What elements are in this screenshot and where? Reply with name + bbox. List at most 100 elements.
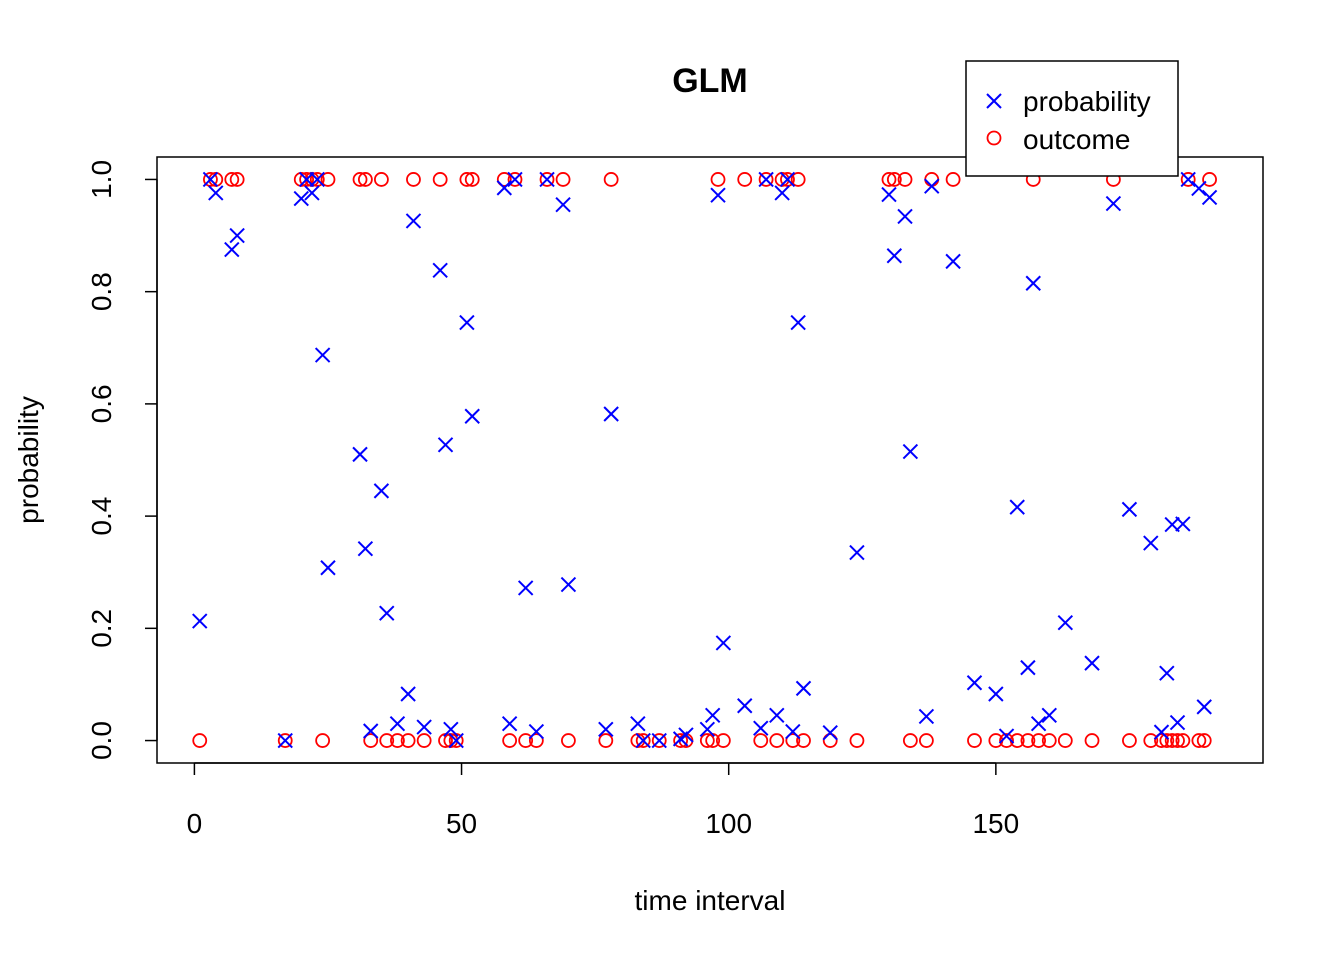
probability-point (699, 721, 716, 738)
probability-point (448, 732, 464, 749)
probability-point (1169, 714, 1186, 731)
x-tick-label: 50 (446, 808, 477, 839)
outcome-point (309, 172, 325, 187)
probability-point (507, 171, 523, 188)
outcome-point (881, 172, 897, 187)
probability-point (379, 605, 395, 621)
outcome-point (635, 733, 651, 748)
outcome-point (518, 733, 534, 748)
outcome-point (699, 733, 715, 748)
outcome-point (496, 172, 512, 187)
probability-point (304, 185, 320, 201)
outcome-point (1057, 733, 1073, 748)
probability-point (277, 732, 293, 749)
outcome-point (277, 733, 293, 748)
outcome-point (374, 172, 389, 187)
legend-marker-outcome (986, 130, 1002, 146)
probability-point (1143, 535, 1159, 551)
outcome-point (561, 733, 576, 748)
probability-point (704, 707, 721, 724)
probability-point (651, 732, 667, 749)
probability-point (202, 171, 219, 188)
outcome-point (464, 172, 480, 187)
y-axis-label: probability (13, 396, 44, 524)
y-tick-label: 1.0 (86, 160, 117, 199)
outcome-point (1191, 733, 1207, 748)
outcome-point (390, 733, 405, 748)
outcome-point (785, 733, 801, 748)
outcome-point (1180, 172, 1196, 187)
outcome-point (1031, 733, 1046, 748)
probability-point (555, 196, 571, 213)
probability-point (774, 185, 790, 201)
outcome-point (603, 172, 619, 187)
x-axis-label: time interval (635, 885, 786, 916)
probability-point (314, 347, 331, 363)
outcome-point (1159, 733, 1175, 748)
outcome-point (507, 172, 523, 187)
y-tick-label: 0.4 (86, 497, 117, 536)
probability-point (1153, 724, 1170, 740)
probability-point (1020, 659, 1036, 676)
x-tick-label: 100 (705, 808, 752, 839)
probability-point (501, 716, 518, 732)
y-tick-label: 0.2 (86, 609, 117, 648)
probability-point (229, 227, 245, 244)
probability-point (528, 723, 545, 740)
probability-point (902, 443, 919, 460)
probability-point (1201, 189, 1218, 206)
outcome-point (555, 172, 571, 187)
outcome-point (363, 733, 379, 748)
outcome-point (790, 172, 806, 187)
probability-point (400, 686, 416, 702)
probability-point (432, 262, 448, 279)
outcome-point (924, 172, 940, 187)
probability-point (1159, 665, 1175, 681)
x-tick-label: 150 (972, 808, 1019, 839)
outcome-point (528, 733, 544, 748)
outcome-point (299, 172, 315, 187)
probability-point (309, 171, 325, 188)
outcome-point (710, 172, 726, 187)
outcome-point (1170, 733, 1185, 748)
probability-point (517, 580, 534, 596)
probability-point (464, 408, 480, 424)
probability-point (496, 180, 513, 196)
probability-point (320, 560, 336, 576)
outcome-point (1122, 733, 1137, 748)
outcome-point (999, 733, 1014, 748)
probability-point (822, 724, 838, 741)
probability-point (1175, 516, 1191, 532)
outcome-point (224, 172, 240, 187)
probability-point (1121, 501, 1138, 518)
outcome-point (352, 172, 368, 187)
probability-point (363, 723, 379, 739)
probability-point (998, 728, 1015, 744)
outcome-point (897, 172, 913, 187)
probability-point (886, 248, 903, 264)
outcome-point (753, 733, 769, 748)
probability-point (1105, 195, 1122, 212)
y-tick-label: 0.0 (86, 721, 117, 760)
probability-point (897, 208, 913, 225)
y-tick-label: 0.6 (86, 384, 117, 423)
outcome-point (945, 172, 961, 187)
probability-point (630, 716, 646, 732)
probability-point (208, 185, 224, 201)
outcome-point (406, 172, 421, 187)
plot-frame (156, 156, 1264, 764)
probability-point (1191, 180, 1207, 197)
probability-point (192, 613, 208, 629)
probability-point (849, 544, 865, 561)
outcome-point (849, 733, 865, 748)
probability-point (539, 171, 555, 188)
probability-point (1180, 171, 1196, 188)
probability-point (293, 190, 309, 207)
probability-point (459, 314, 475, 331)
probability-point (988, 686, 1004, 702)
probability-point (357, 540, 374, 557)
probability-point (790, 314, 806, 331)
outcome-point (539, 172, 555, 187)
probability-point (443, 721, 459, 738)
